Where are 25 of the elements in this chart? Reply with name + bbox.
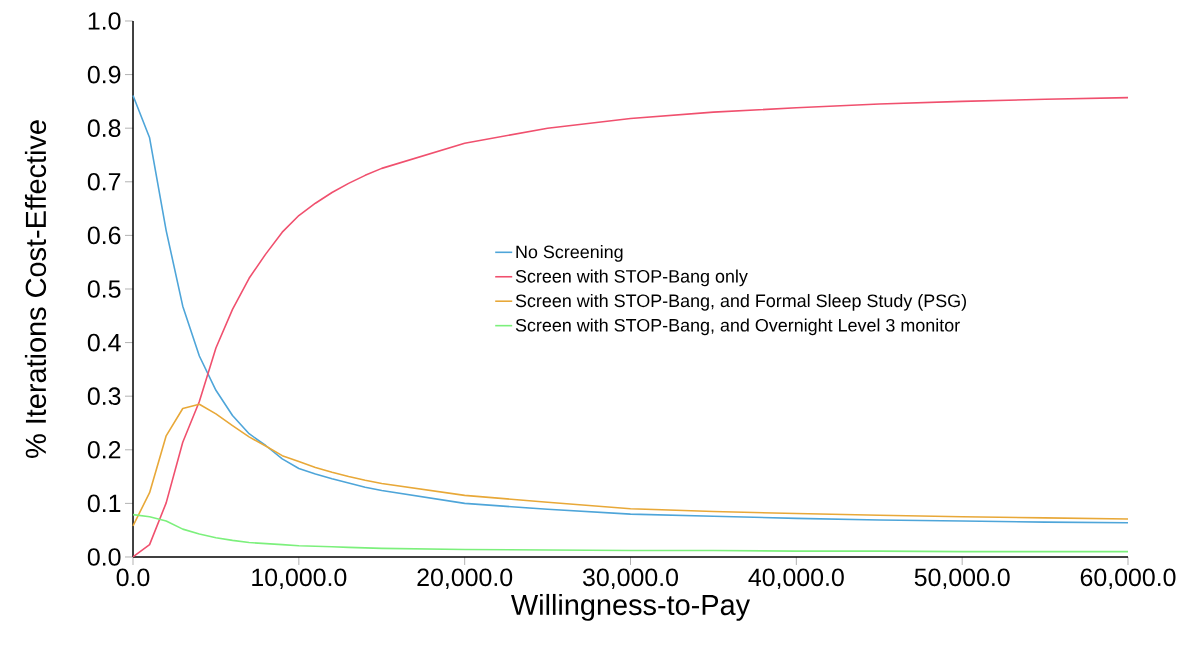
legend-label: Screen with STOP-Bang only xyxy=(515,269,748,287)
y-tick-label: 0.3 xyxy=(87,387,121,406)
y-tick-label: 1.0 xyxy=(88,12,121,30)
x-tick-label: 50,000.0 xyxy=(914,568,1010,590)
x-axis-title: Willingness-to-Pay xyxy=(511,593,751,621)
legend-label: Screen with STOP-Bang, and Formal Sleep Study (PSG) xyxy=(515,293,966,311)
x-tick-label: 20,000.0 xyxy=(417,568,513,590)
x-tick-label: 30,000.0 xyxy=(582,568,678,590)
y-tick-label: 0.8 xyxy=(87,119,121,138)
y-tick-label: 0.2 xyxy=(87,440,121,459)
x-tick-label: 10,000.0 xyxy=(252,568,347,590)
x-tick-label: 0.0 xyxy=(116,568,150,587)
y-tick-label: 0.0 xyxy=(87,548,121,566)
x-tick-label: 60,000.0 xyxy=(1080,568,1176,590)
y-tick-label: 0.6 xyxy=(87,226,121,245)
y-axis-title: % Iterations Cost-Effective xyxy=(24,120,47,458)
line-series xyxy=(132,403,1129,527)
y-tick-label: 0.9 xyxy=(87,65,121,84)
y-tick-label: 0.5 xyxy=(87,280,121,298)
y-tick-label: 0.4 xyxy=(87,333,121,352)
legend-label: Screen with STOP-Bang, and Overnight Level 3 monitor xyxy=(515,318,960,336)
x-tick-label: 40,000.0 xyxy=(748,568,844,590)
y-tick-label: 0.1 xyxy=(87,494,121,513)
legend-label: No Screening xyxy=(516,245,623,262)
y-tick-label: 0.7 xyxy=(87,172,121,191)
